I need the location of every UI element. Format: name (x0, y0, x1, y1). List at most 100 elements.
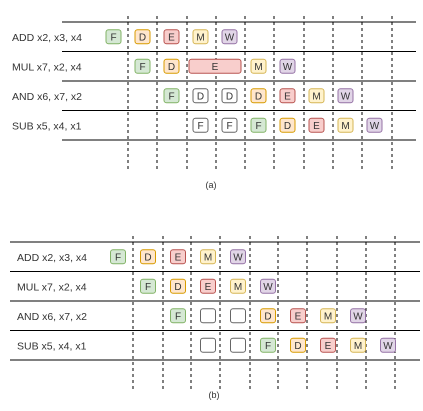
stage-box-rect (105, 29, 122, 45)
stage-box-rect (290, 337, 306, 353)
stage-letter: D (284, 121, 291, 132)
stage-box-f: F (250, 117, 267, 133)
stage-letter: M (324, 311, 332, 322)
stage-box-rect (110, 249, 126, 265)
stage-box-rect (170, 249, 186, 265)
stage-box-w: W (366, 117, 383, 133)
stage-box-e: E (279, 88, 296, 104)
stage-box-rect (192, 88, 209, 104)
stage-box-e: E (200, 278, 216, 294)
stall-stage-box: D (192, 88, 209, 104)
stage-letter: D (294, 341, 301, 352)
stage-letter: F (255, 121, 261, 132)
stage-box-rect (163, 88, 180, 104)
stage-box-rect (192, 117, 209, 133)
stage-box-m: M (192, 29, 209, 45)
stage-box-rect (200, 308, 216, 324)
stage-box-e: E (308, 117, 325, 133)
stage-box-rect (250, 88, 267, 104)
stage-letter: W (353, 311, 363, 322)
stage-box-rect (308, 117, 325, 133)
stage-letter: M (204, 252, 212, 263)
stage-box-d: D (290, 337, 306, 353)
stage-box-d: D (260, 308, 276, 324)
stage-letter: M (312, 91, 320, 102)
stage-letter: F (175, 311, 181, 322)
stage-letter: W (370, 121, 380, 132)
stage-box-w: W (230, 249, 246, 265)
stage-box-d: D (279, 117, 296, 133)
stage-letter: M (234, 282, 242, 293)
stage-box-rect (337, 117, 354, 133)
stall-stage-box: F (192, 117, 209, 133)
stage-letter: W (225, 32, 235, 43)
stage-box-rect (221, 29, 238, 45)
instruction-label: SUB x5, x4, x1 (17, 340, 87, 352)
stage-box-rect (337, 88, 354, 104)
stage-box-rect (279, 88, 296, 104)
stage-box-f: F (163, 88, 180, 104)
stage-box-rect (134, 58, 151, 74)
stage-box-rect (279, 58, 296, 74)
stage-box-rect (250, 117, 267, 133)
instruction-label: AND x6, x7, x2 (17, 311, 87, 323)
instruction-label: ADD x2, x3, x4 (17, 252, 87, 264)
stage-box-rect (170, 278, 186, 294)
stage-letter: M (254, 62, 262, 73)
stage-box-rect (260, 308, 276, 324)
stall-stage-box (230, 308, 246, 324)
stage-box-f: F (134, 58, 151, 74)
stage-letter: E (168, 32, 175, 43)
stage-letter: F (168, 91, 174, 102)
stage-letter: D (144, 252, 151, 263)
stage-box-rect (290, 308, 306, 324)
instruction-label: AND x6, x7, x2 (12, 91, 82, 103)
stage-box-rect (163, 29, 180, 45)
stage-box-rect (260, 337, 276, 353)
stage-box-w: W (221, 29, 238, 45)
stage-letter: F (265, 341, 271, 352)
stage-letter: W (283, 62, 293, 73)
stage-box-rect (230, 337, 246, 353)
stage-box-e: E (188, 58, 242, 74)
stage-box-rect (221, 88, 238, 104)
stage-box-rect (230, 308, 246, 324)
pipeline-diagram-b: ADD x2, x3, x4 F D E M W MUL x7, x2, x4 F D E M W AN… (10, 236, 420, 400)
stage-letter: F (139, 62, 145, 73)
stage-box-rect (230, 249, 246, 265)
stage-letter: D (139, 32, 146, 43)
stage-letter: M (354, 341, 362, 352)
stage-box-rect (230, 278, 246, 294)
stage-letter: E (295, 311, 302, 322)
stage-box-e: E (170, 249, 186, 265)
stage-box-rect (260, 278, 276, 294)
stage-letter: D (226, 91, 233, 102)
stage-box-f: F (110, 249, 126, 265)
stage-box-e: E (290, 308, 306, 324)
instruction-label: ADD x2, x3, x4 (12, 32, 82, 44)
stage-letter: W (263, 282, 273, 293)
stage-box-e: E (163, 29, 180, 45)
stage-box-rect (200, 337, 216, 353)
stage-letter: D (197, 91, 204, 102)
stage-box-rect (308, 88, 325, 104)
stage-box-m: M (200, 249, 216, 265)
stage-box-rect (170, 308, 186, 324)
stage-box-rect (140, 278, 156, 294)
stage-box-d: D (250, 88, 267, 104)
stage-letter: E (175, 252, 182, 263)
stage-letter: E (284, 91, 291, 102)
stage-letter: W (383, 341, 393, 352)
stage-box-rect (192, 29, 209, 45)
stage-box-rect (366, 117, 383, 133)
stage-letter: D (174, 282, 181, 293)
stage-box-e: E (320, 337, 336, 353)
stall-stage-box (230, 337, 246, 353)
stage-box-rect (140, 249, 156, 265)
stage-letter: D (255, 91, 262, 102)
stall-stage-box (200, 308, 216, 324)
stage-box-m: M (250, 58, 267, 74)
stage-box-w: W (260, 278, 276, 294)
